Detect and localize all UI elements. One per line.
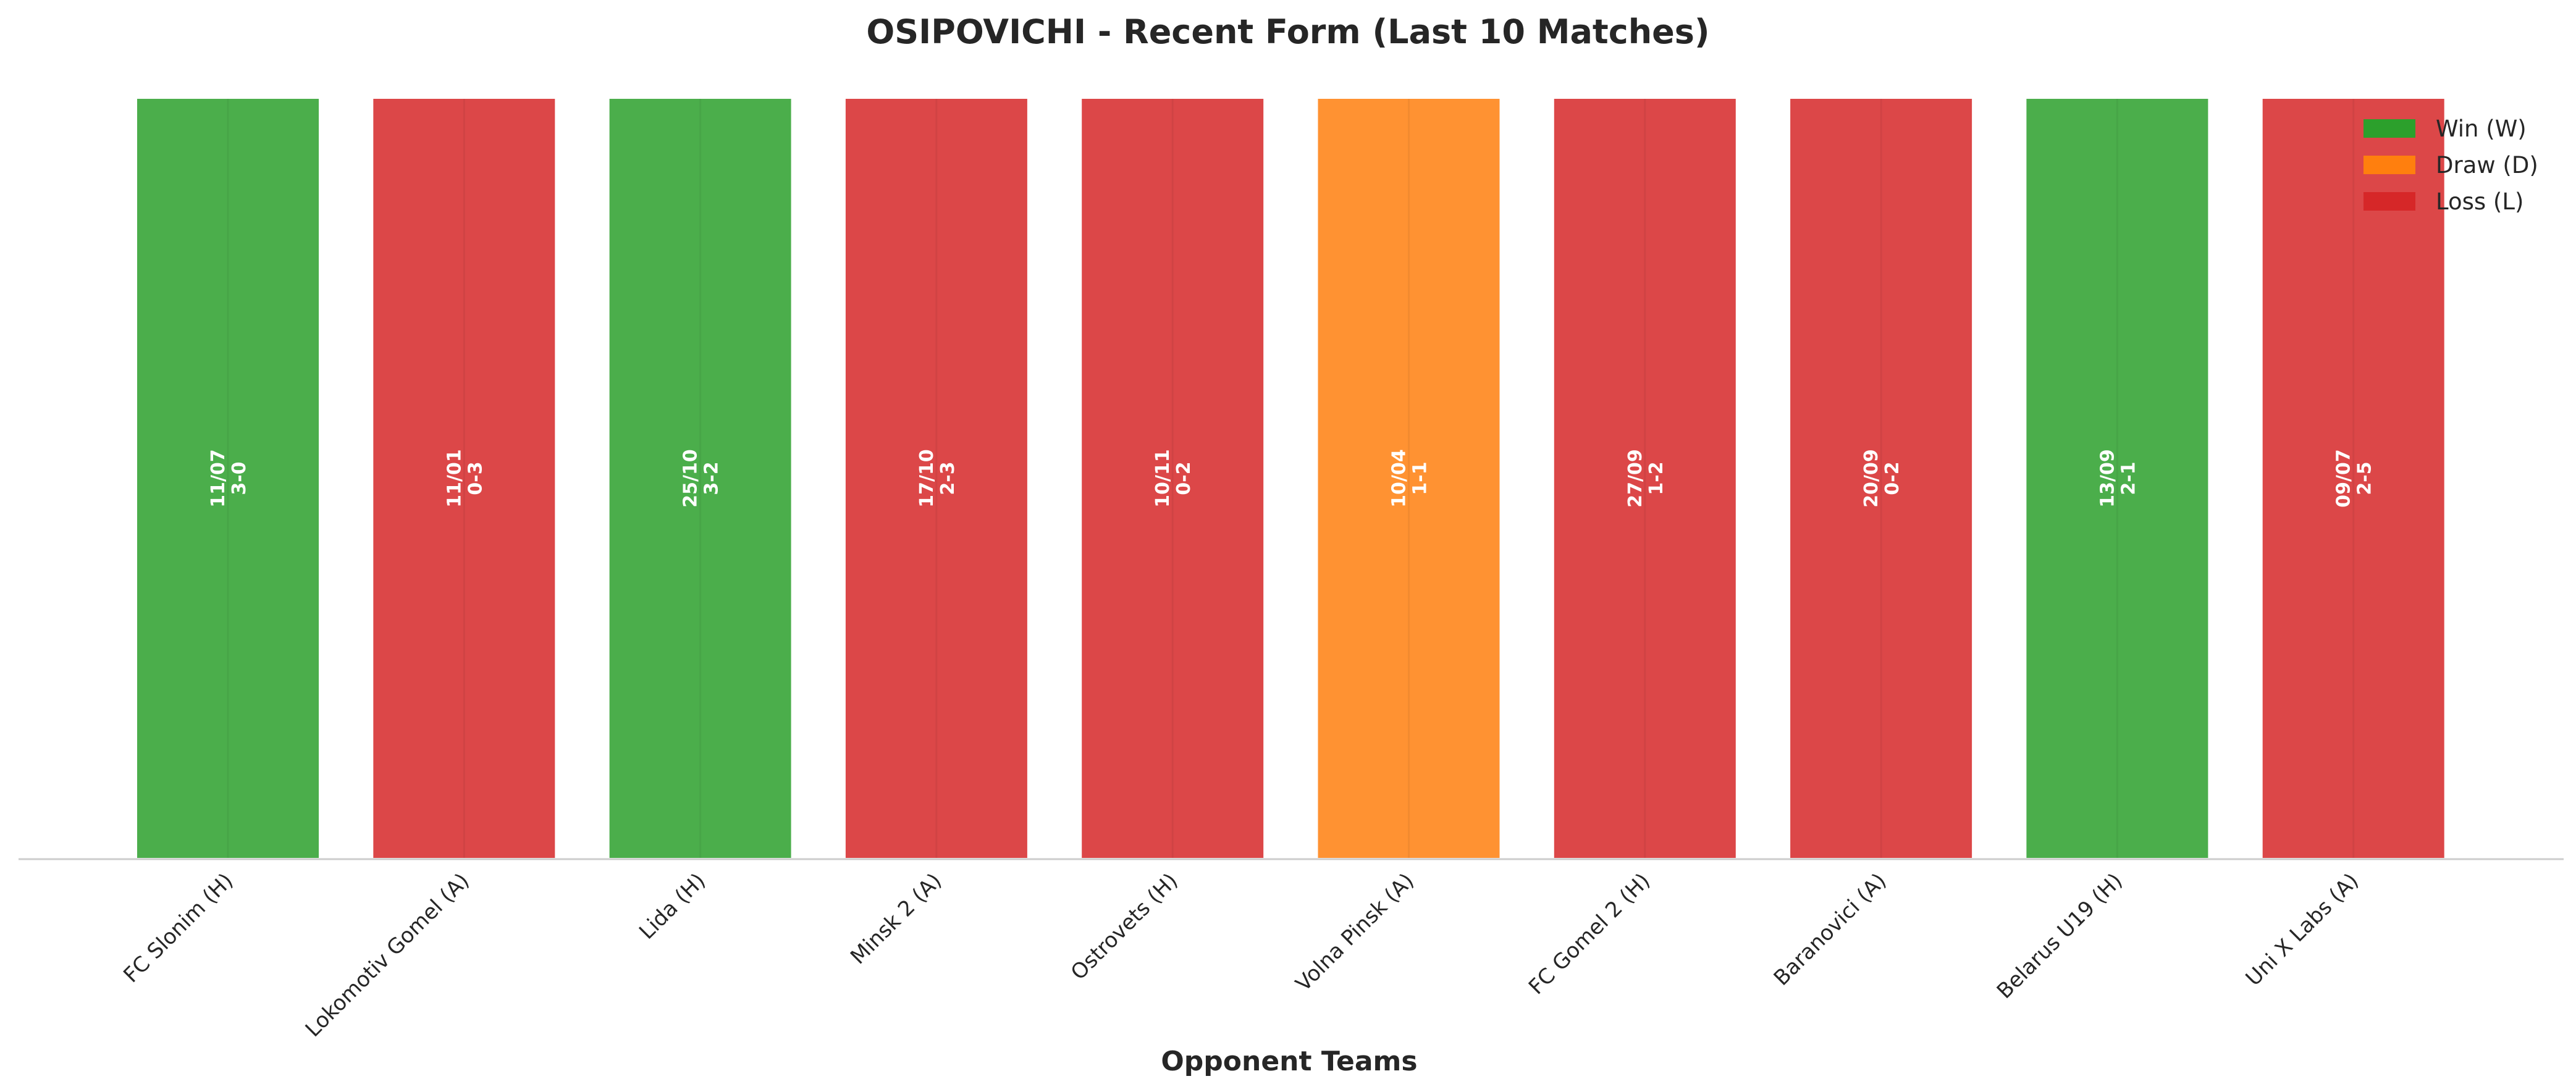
x-tick-label-9: Belarus U19 (H) [1992,868,2128,1004]
legend-swatch-l [2363,192,2415,211]
bar-label-text: 11/073-0 [208,449,250,507]
legend-label-l: Loss (L) [2436,188,2523,215]
bar-label-text: 17/102-3 [916,449,959,507]
x-tick-label-2: Lokomotiv Gomel (A) [301,868,474,1042]
match-date: 17/10 [916,449,938,507]
x-tick-labels: FC Slonim (H) Lokomotiv Gomel (A) Lida (H)… [119,868,2363,1042]
bar-6 [1315,96,1502,860]
bar-label-text: 10/110-2 [1152,449,1195,507]
match-score: 2-1 [2118,461,2139,495]
match-date: 11/01 [444,449,465,507]
legend-swatch-d [2363,156,2415,174]
match-date: 09/07 [2333,449,2355,507]
match-date: 10/04 [1389,449,1410,507]
bar-5 [1079,96,1266,860]
x-tick-label-1: FC Slonim (H) [119,868,238,988]
bar-label-2: 11/010-3 [444,449,486,507]
match-score: 1-2 [1646,461,1667,495]
match-date: 27/09 [1625,449,1646,507]
match-score: 0-3 [465,461,486,495]
bar-label-8: 20/090-2 [1861,449,1903,507]
x-tick-label-5: Ostrovets (H) [1066,868,1183,985]
bar-4 [843,96,1030,860]
bar-label-text: 25/103-2 [680,449,723,507]
legend-swatch-w [2363,119,2415,138]
x-tick-label-6: Volna Pinsk (A) [1291,868,1419,996]
x-tick-label-3: Lida (H) [634,868,710,944]
bar-label-text: 13/092-1 [2097,449,2139,507]
match-score: 2-3 [937,461,959,495]
bar-label-text: 27/091-2 [1625,449,1667,507]
x-axis-label: Opponent Teams [1161,1046,1417,1077]
bar-label-1: 11/073-0 [208,449,250,507]
bar-1 [135,96,321,860]
bar-label-text: 10/041-1 [1389,449,1431,507]
bar-label-7: 27/091-2 [1625,449,1667,507]
bar-label-10: 09/072-5 [2333,449,2376,507]
match-score: 0-2 [1173,461,1195,495]
bars-group: 11/073-0 11/010-3 25/103-2 17/102-3 10/110-2… [135,96,2447,860]
match-date: 10/11 [1152,449,1174,507]
match-date: 11/07 [208,449,229,507]
bar-10 [2260,96,2447,860]
match-score: 1-1 [1410,461,1431,495]
x-tick-label-7: FC Gomel 2 (H) [1524,868,1655,999]
bar-label-text: 11/010-3 [444,449,486,507]
match-score: 2-5 [2354,461,2376,495]
match-date: 20/09 [1861,449,1882,507]
legend-label-d: Draw (D) [2436,152,2538,178]
match-score: 0-2 [1882,461,1903,495]
bar-3 [607,96,794,860]
x-tick-label-10: Uni X Labs (A) [2241,868,2363,991]
legend-label-w: Win (W) [2436,116,2527,142]
chart-title: OSIPOVICHI - Recent Form (Last 10 Matche… [866,12,1709,51]
x-tick-label-4: Minsk 2 (A) [846,868,946,969]
bar-label-text: 20/090-2 [1861,449,1903,507]
bar-2 [371,96,558,860]
x-tick-label-8: Baranovici (A) [1769,868,1892,991]
match-date: 25/10 [680,449,702,507]
bar-label-text: 09/072-5 [2333,449,2376,507]
legend: Win (W) Draw (D) Loss (L) [2363,116,2538,215]
match-score: 3-0 [229,461,250,495]
bar-label-6: 10/041-1 [1389,449,1431,507]
match-date: 13/09 [2097,449,2118,507]
bar-7 [1551,96,1738,860]
bar-label-4: 17/102-3 [916,449,959,507]
bar-label-9: 13/092-1 [2097,449,2139,507]
match-score: 3-2 [701,461,723,495]
bar-label-3: 25/103-2 [680,449,723,507]
bar-label-5: 10/110-2 [1152,449,1195,507]
